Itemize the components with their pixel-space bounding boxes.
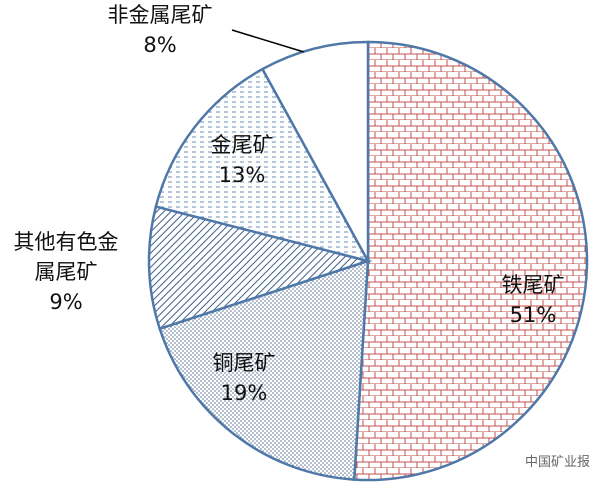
- watermark: 中国矿业报: [524, 455, 590, 470]
- value-label: 8%: [143, 33, 177, 57]
- category-label: 铜尾矿: [212, 351, 276, 375]
- pie-slice: [147, 205, 373, 331]
- pie-slice: [158, 259, 370, 481]
- category-label: 其他有色金 属尾矿: [13, 230, 119, 284]
- slice-label: 金尾矿 13%: [211, 130, 274, 190]
- category-label: 金尾矿: [210, 133, 274, 157]
- value-label: 9%: [49, 290, 83, 314]
- pie-slice: [154, 67, 371, 263]
- category-label: 非金属尾矿: [107, 3, 213, 27]
- slice-label: 其他有色金 属尾矿 9%: [14, 227, 119, 317]
- leader-line: [231, 29, 304, 53]
- value-label: 19%: [220, 381, 268, 405]
- pie-slice: [352, 40, 589, 482]
- slice-label: 铁尾矿 51%: [502, 270, 565, 330]
- value-label: 51%: [509, 303, 557, 327]
- category-label: 铁尾矿: [501, 273, 565, 297]
- value-label: 13%: [218, 163, 266, 187]
- pie-slice: [260, 40, 370, 262]
- slice-label: 非金属尾矿 8%: [108, 0, 213, 60]
- slice-label: 铜尾矿 19%: [213, 348, 276, 408]
